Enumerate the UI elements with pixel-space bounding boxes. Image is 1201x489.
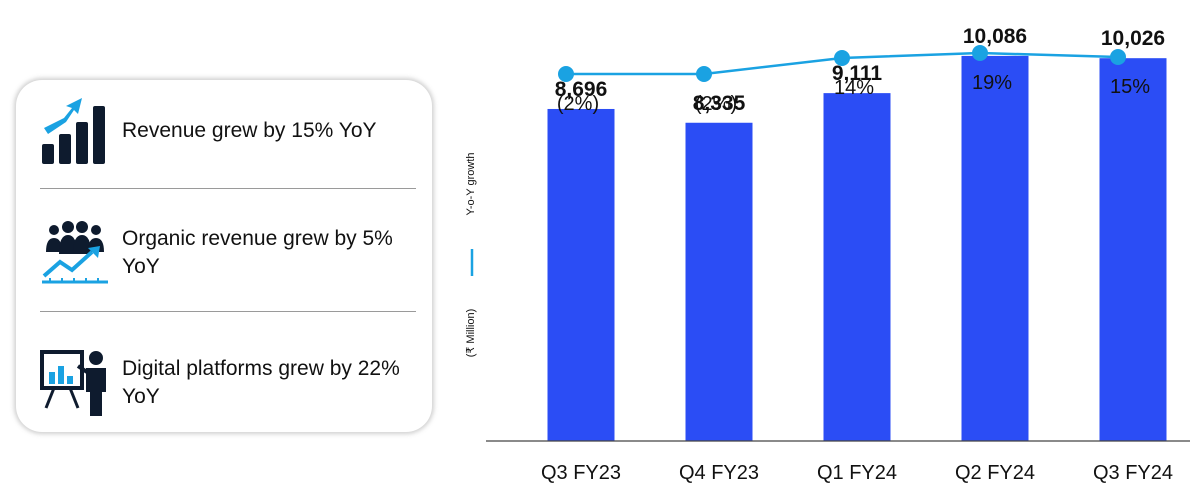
- x-tick-label: Q2 FY24: [955, 462, 1035, 484]
- bar: [823, 93, 891, 441]
- highlight-revenue-text: Revenue grew by 15% YoY: [122, 119, 377, 142]
- highlights-panel: Revenue grew by 15% YoY Organic revenue …: [16, 80, 432, 432]
- growth-point: [972, 45, 988, 61]
- bar-value-label: 10,026: [1101, 27, 1165, 50]
- revenue-growth-bars-icon: [42, 98, 105, 164]
- legend-label: Y-o-Y growth: [465, 153, 477, 216]
- growth-point: [1110, 49, 1126, 65]
- bar-value-label: 8,696: [555, 78, 608, 101]
- highlight-digital: Digital platforms grew by 22% YoY: [40, 348, 416, 418]
- bar: [685, 122, 753, 441]
- growth-label: 19%: [972, 72, 1012, 94]
- presenter-board-icon: [40, 350, 106, 416]
- growth-label: (2%): [557, 93, 599, 115]
- growth-point: [558, 66, 574, 82]
- x-tick-label: Q1 FY24: [817, 462, 897, 484]
- x-tick-label: Q3 FY23: [541, 462, 621, 484]
- growth-point: [696, 66, 712, 82]
- x-tick-label: Q4 FY23: [679, 462, 759, 484]
- bar: [961, 55, 1029, 441]
- highlight-revenue: Revenue grew by 15% YoY: [40, 96, 416, 166]
- growth-line-layer: [558, 45, 1126, 82]
- people-growth-chart-icon: [42, 221, 108, 284]
- divider: [40, 311, 416, 312]
- highlight-organic: Organic revenue grew by 5% YoY: [40, 218, 416, 288]
- growth-point: [834, 50, 850, 66]
- x-tick-label: Q3 FY24: [1093, 462, 1173, 484]
- growth-label: 14%: [834, 77, 874, 99]
- growth-label: 15%: [1110, 76, 1150, 98]
- bar: [547, 108, 615, 441]
- highlight-organic-text: Organic revenue grew by 5% YoY: [122, 227, 393, 278]
- bars-layer: [547, 55, 1167, 442]
- y-axis-label: (₹ Million): [465, 309, 477, 358]
- divider: [40, 188, 416, 189]
- bar-value-label: 8,335: [693, 92, 746, 115]
- bar: [1099, 58, 1167, 442]
- bar-value-label: 9,111: [832, 62, 883, 85]
- highlight-digital-text: Digital platforms grew by 22% YoY: [122, 357, 400, 408]
- growth-label: (2%): [695, 93, 737, 115]
- bar-value-label: 10,086: [963, 25, 1027, 48]
